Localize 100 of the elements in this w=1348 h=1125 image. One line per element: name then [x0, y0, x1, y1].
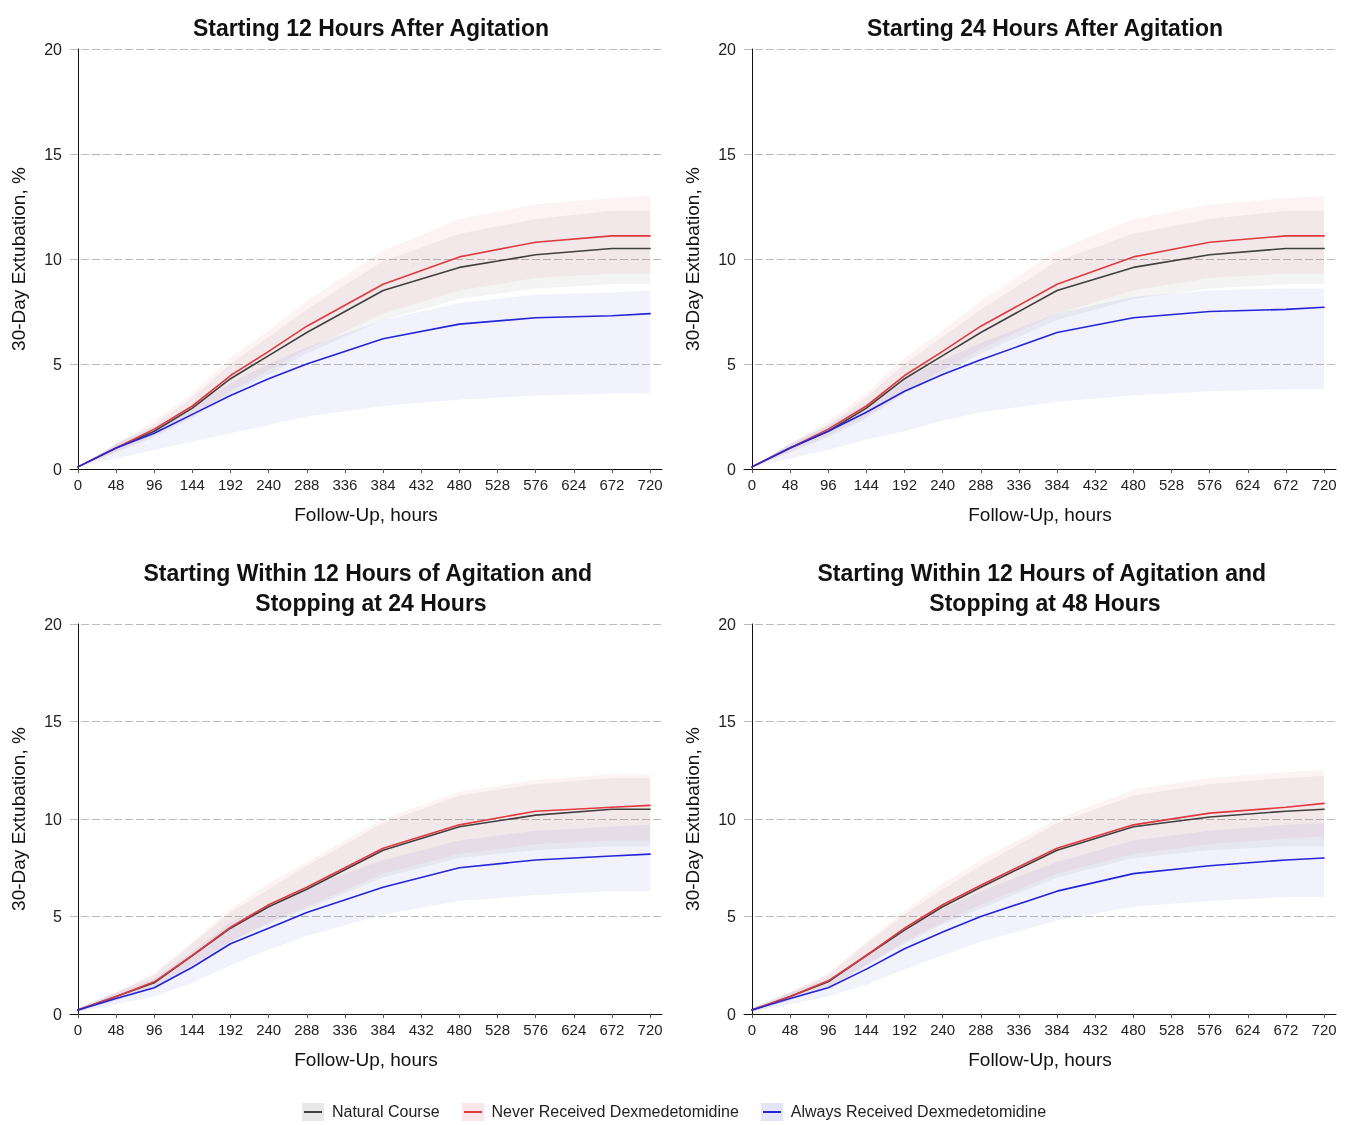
x-tick-label: 144: [179, 1021, 205, 1038]
chart-title: Starting Within 12 Hours of Agitation and Stopping at 24 Hours: [143, 560, 599, 616]
x-tick-label: 0: [73, 476, 83, 493]
x-tick-label: 0: [747, 1021, 757, 1038]
y-tick-label: 10: [44, 250, 63, 268]
x-tick-label: 144: [179, 476, 205, 493]
x-tick-label: 576: [523, 476, 549, 493]
x-tick-label: 480: [1120, 1021, 1146, 1038]
x-tick-label: 720: [1311, 476, 1337, 493]
y-tick-label: 0: [53, 1005, 63, 1023]
x-axis-title: Follow-Up, hours: [294, 504, 438, 525]
y-tick-label: 0: [727, 1005, 737, 1023]
x-tick-label: 528: [1159, 476, 1185, 493]
y-tick-label: 20: [718, 40, 737, 58]
legend-label: Always Received Dexmedetomidine: [790, 1103, 1047, 1121]
y-tick-label: 15: [44, 713, 63, 730]
x-tick-label: 336: [332, 476, 358, 493]
x-tick-label: 48: [107, 476, 125, 493]
x-tick-label: 672: [599, 1021, 625, 1038]
x-tick-label: 432: [1082, 1021, 1108, 1038]
x-tick-label: 480: [1120, 476, 1146, 493]
x-tick-label: 576: [1197, 476, 1223, 493]
y-tick-label: 10: [44, 810, 63, 828]
x-tick-label: 96: [819, 476, 837, 493]
x-tick-label: 384: [370, 1021, 396, 1038]
x-tick-label: 240: [256, 1021, 282, 1038]
x-tick-label: 672: [1273, 1021, 1299, 1038]
x-tick-label: 0: [73, 1021, 83, 1038]
y-tick-label: 5: [53, 908, 63, 925]
y-tick-label: 10: [718, 810, 737, 828]
x-tick-label: 624: [1235, 1021, 1261, 1038]
x-axis-title: Follow-Up, hours: [294, 1049, 438, 1070]
x-tick-label: 480: [446, 1021, 472, 1038]
x-tick-label: 288: [968, 1021, 994, 1038]
x-tick-label: 720: [637, 476, 663, 493]
y-tick-label: 10: [718, 250, 737, 268]
chart-title: Starting 24 Hours After Agitation: [866, 15, 1224, 41]
x-tick-label: 48: [781, 1021, 799, 1038]
x-axis-title: Follow-Up, hours: [968, 504, 1112, 525]
x-axis-title: Follow-Up, hours: [968, 1049, 1112, 1070]
y-axis-title: 30-Day Extubation, %: [8, 727, 29, 911]
x-tick-label: 0: [747, 476, 757, 493]
y-tick-label: 15: [718, 713, 737, 730]
y-axis-title: 30-Day Extubation, %: [682, 727, 703, 911]
x-tick-label: 576: [523, 1021, 549, 1038]
x-tick-label: 384: [1044, 1021, 1070, 1038]
x-tick-label: 432: [1082, 476, 1108, 493]
x-tick-label: 144: [853, 476, 879, 493]
x-tick-label: 336: [1006, 1021, 1032, 1038]
x-tick-label: 624: [561, 476, 587, 493]
x-tick-label: 336: [332, 1021, 358, 1038]
x-tick-label: 432: [408, 1021, 434, 1038]
x-tick-label: 192: [892, 476, 918, 493]
chart-title: Starting Within 12 Hours of Agitation and Stopping at 48 Hours: [817, 560, 1273, 616]
x-tick-label: 480: [446, 476, 472, 493]
chart-title: Starting 12 Hours After Agitation: [192, 15, 550, 41]
x-tick-label: 96: [145, 1021, 163, 1038]
x-tick-label: 192: [892, 1021, 918, 1038]
y-tick-label: 5: [727, 355, 737, 373]
x-tick-label: 192: [218, 1021, 244, 1038]
x-tick-label: 528: [1159, 1021, 1185, 1038]
y-tick-label: 5: [727, 908, 737, 925]
y-tick-label: 20: [44, 40, 63, 58]
x-tick-label: 624: [561, 1021, 587, 1038]
y-tick-label: 20: [718, 615, 737, 633]
x-tick-label: 672: [1273, 476, 1299, 493]
x-tick-label: 672: [599, 476, 625, 493]
y-axis-title: 30-Day Extubation, %: [8, 167, 29, 351]
legend-label: Natural Course: [331, 1103, 440, 1121]
legend-label: Never Received Dexmedetomidine: [491, 1103, 739, 1121]
x-tick-label: 96: [819, 1021, 837, 1038]
x-tick-label: 336: [1006, 476, 1032, 493]
x-tick-label: 720: [1311, 1021, 1337, 1038]
y-axis-title: 30-Day Extubation, %: [682, 167, 703, 351]
x-tick-label: 576: [1197, 1021, 1223, 1038]
y-tick-label: 0: [53, 460, 63, 478]
x-tick-label: 288: [968, 476, 994, 493]
x-tick-label: 96: [145, 476, 163, 493]
x-tick-label: 144: [853, 1021, 879, 1038]
x-tick-label: 240: [930, 1021, 956, 1038]
x-tick-label: 288: [294, 476, 320, 493]
y-tick-label: 20: [44, 615, 63, 633]
line-series: [751, 857, 1325, 1011]
x-tick-label: 528: [485, 1021, 511, 1038]
x-tick-label: 384: [1044, 476, 1070, 493]
x-tick-label: 384: [370, 476, 396, 493]
x-tick-label: 432: [408, 476, 434, 493]
y-tick-label: 15: [44, 145, 63, 163]
x-tick-label: 528: [485, 476, 511, 493]
x-tick-label: 240: [930, 476, 956, 493]
y-tick-label: 15: [718, 145, 737, 163]
x-tick-label: 240: [256, 476, 282, 493]
line-series: [77, 853, 651, 1011]
y-tick-label: 0: [727, 460, 737, 478]
x-tick-label: 288: [294, 1021, 320, 1038]
x-tick-label: 720: [637, 1021, 663, 1038]
x-tick-label: 624: [1235, 476, 1261, 493]
x-tick-label: 48: [107, 1021, 125, 1038]
x-tick-label: 192: [218, 476, 244, 493]
x-tick-label: 48: [781, 476, 799, 493]
